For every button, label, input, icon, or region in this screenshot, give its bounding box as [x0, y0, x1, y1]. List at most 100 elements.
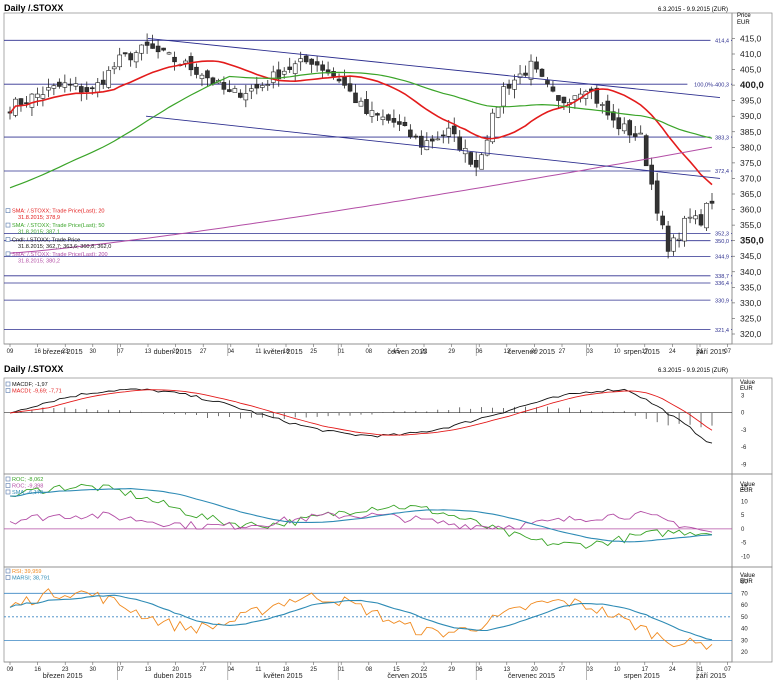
month-label-2: květen 2015 — [263, 347, 302, 356]
price-axis-label-7: 380,0 — [740, 142, 762, 152]
candle-down — [550, 86, 556, 92]
x-tick-label-24: 24 — [669, 349, 676, 355]
candle-down — [649, 164, 654, 185]
candle-down — [336, 78, 342, 82]
rsi-axis-title: Value — [740, 573, 756, 579]
rsi-axis-frame — [731, 566, 773, 663]
x-tick-label-10: 18 — [283, 667, 290, 673]
candle-down — [309, 58, 314, 65]
price-level-label-10: 321,4 — [715, 328, 729, 334]
candle-down — [122, 52, 128, 55]
candle-up — [40, 94, 46, 99]
month-label-6: září 2015 — [696, 347, 726, 356]
x-tick-label-8: 04 — [227, 349, 234, 355]
x-tick-label-19: 20 — [531, 349, 538, 355]
candle-up — [106, 70, 112, 88]
candle-down — [205, 70, 210, 79]
price-level-label-1: 100,0%-400,3 — [694, 82, 729, 88]
rsi-layer-tick-1: 70 — [741, 591, 748, 597]
legend-line2-2: 31.8.2015; 362,7; 363,6; 360,8; 362,0 — [18, 244, 111, 250]
candle-down — [303, 55, 309, 63]
macd-legend-icon-1 — [5, 388, 11, 393]
candle-up — [638, 132, 644, 135]
macd-layer-tick-4: -9 — [741, 462, 747, 468]
candle-down — [457, 136, 463, 151]
price-axis-label-4: 395,0 — [740, 96, 762, 106]
candle-down — [654, 180, 660, 214]
legend-icon-3 — [5, 251, 11, 257]
candle-down — [238, 92, 243, 98]
candle-down — [397, 121, 402, 125]
candle-down — [78, 86, 84, 93]
x-tick-label-18: 13 — [503, 667, 510, 673]
top-chart-range: 6.3.2015 - 9.9.2015 (ZUR) — [658, 7, 728, 13]
macd-layer-tick-3: -6 — [741, 445, 747, 451]
candle-up — [281, 70, 287, 75]
price-legend: SMA: /.STOXX; Trade Price(Last); 20 31.8.… — [5, 208, 111, 264]
x-tick-label-2: 23 — [62, 667, 69, 673]
bottom-chart-range: 6.3.2015 - 9.9.2015 (ZUR) — [658, 368, 728, 374]
month-label-4: červenec 2015 — [508, 671, 555, 680]
candle-down — [539, 68, 545, 77]
x-tick-label-7: 27 — [200, 667, 207, 673]
x-tick-label-3: 30 — [89, 349, 96, 355]
candle-down — [643, 135, 649, 167]
candle-down — [386, 114, 391, 121]
x-tick-label-22: 10 — [614, 349, 621, 355]
top-x-axis: 09 16 23 30 07 13 20 27 04 11 18 25 01 08 15 22 29 06 13 20… — [7, 344, 732, 356]
candle-up — [490, 112, 495, 143]
price-axis-label-9: 370,0 — [740, 173, 762, 183]
candle-up — [29, 93, 35, 108]
candle-down — [523, 72, 528, 76]
macd-axis-title: Value — [740, 380, 756, 386]
candle-up — [435, 138, 441, 141]
macd-line — [9, 388, 713, 444]
legend-line1-0: SMA: /.STOXX; Trade Price(Last); 20 — [12, 209, 105, 215]
x-tick-label-23: 17 — [641, 349, 648, 355]
price-axis-label-2: 405,0 — [740, 65, 762, 75]
candle-down — [413, 135, 419, 138]
price-axis-label-13: 350,0 — [740, 236, 764, 247]
roc-legend-2: SMA; -6,179 — [12, 490, 43, 496]
rsi-legend-icon-1 — [5, 575, 11, 580]
macd-layer-tick-2: -3 — [741, 428, 747, 434]
month-label-2: květen 2015 — [263, 671, 302, 680]
rsi-axis-unit: EUR — [740, 579, 753, 585]
x-tick-label-4: 07 — [117, 349, 124, 355]
candle-up — [249, 88, 254, 92]
macd-panel-frame — [3, 377, 733, 475]
x-tick-label-6: 20 — [172, 349, 179, 355]
candle-down — [353, 92, 358, 104]
roc-layer-tick-5: -10 — [741, 554, 750, 560]
price-level-label-bg-9 — [710, 296, 731, 304]
candle-up — [424, 140, 430, 151]
candle-down — [709, 200, 715, 204]
price-axis-label-0: 415,0 — [740, 33, 762, 43]
macd-axis-unit: EUR — [740, 386, 753, 392]
candle-up — [380, 116, 386, 120]
price-level-label-8: 336,4 — [715, 281, 729, 287]
candle-down — [57, 81, 62, 87]
candle-up — [479, 154, 484, 170]
price-axis-label-8: 375,0 — [740, 158, 762, 168]
candle-up — [517, 73, 523, 78]
x-tick-label-14: 15 — [393, 667, 400, 673]
candle-down — [429, 138, 435, 142]
price-axis-unit: EUR — [737, 20, 750, 26]
marsi-line — [9, 594, 713, 641]
x-tick-label-17: 06 — [476, 667, 483, 673]
price-level-label-bg-10 — [710, 326, 731, 334]
macd-signal-line — [9, 389, 713, 436]
price-axis-label-17: 330,0 — [740, 298, 762, 308]
candle-up — [51, 85, 57, 89]
macd-axis-frame — [731, 377, 773, 475]
candle-up — [528, 60, 534, 80]
top-chart-title: Daily /.STOXX — [4, 3, 63, 13]
bottom-chart-title: Daily /.STOXX — [4, 364, 63, 374]
candle-up — [682, 217, 687, 242]
candle-down — [605, 100, 611, 116]
candle-down — [150, 43, 155, 49]
x-tick-label-12: 01 — [338, 667, 345, 673]
